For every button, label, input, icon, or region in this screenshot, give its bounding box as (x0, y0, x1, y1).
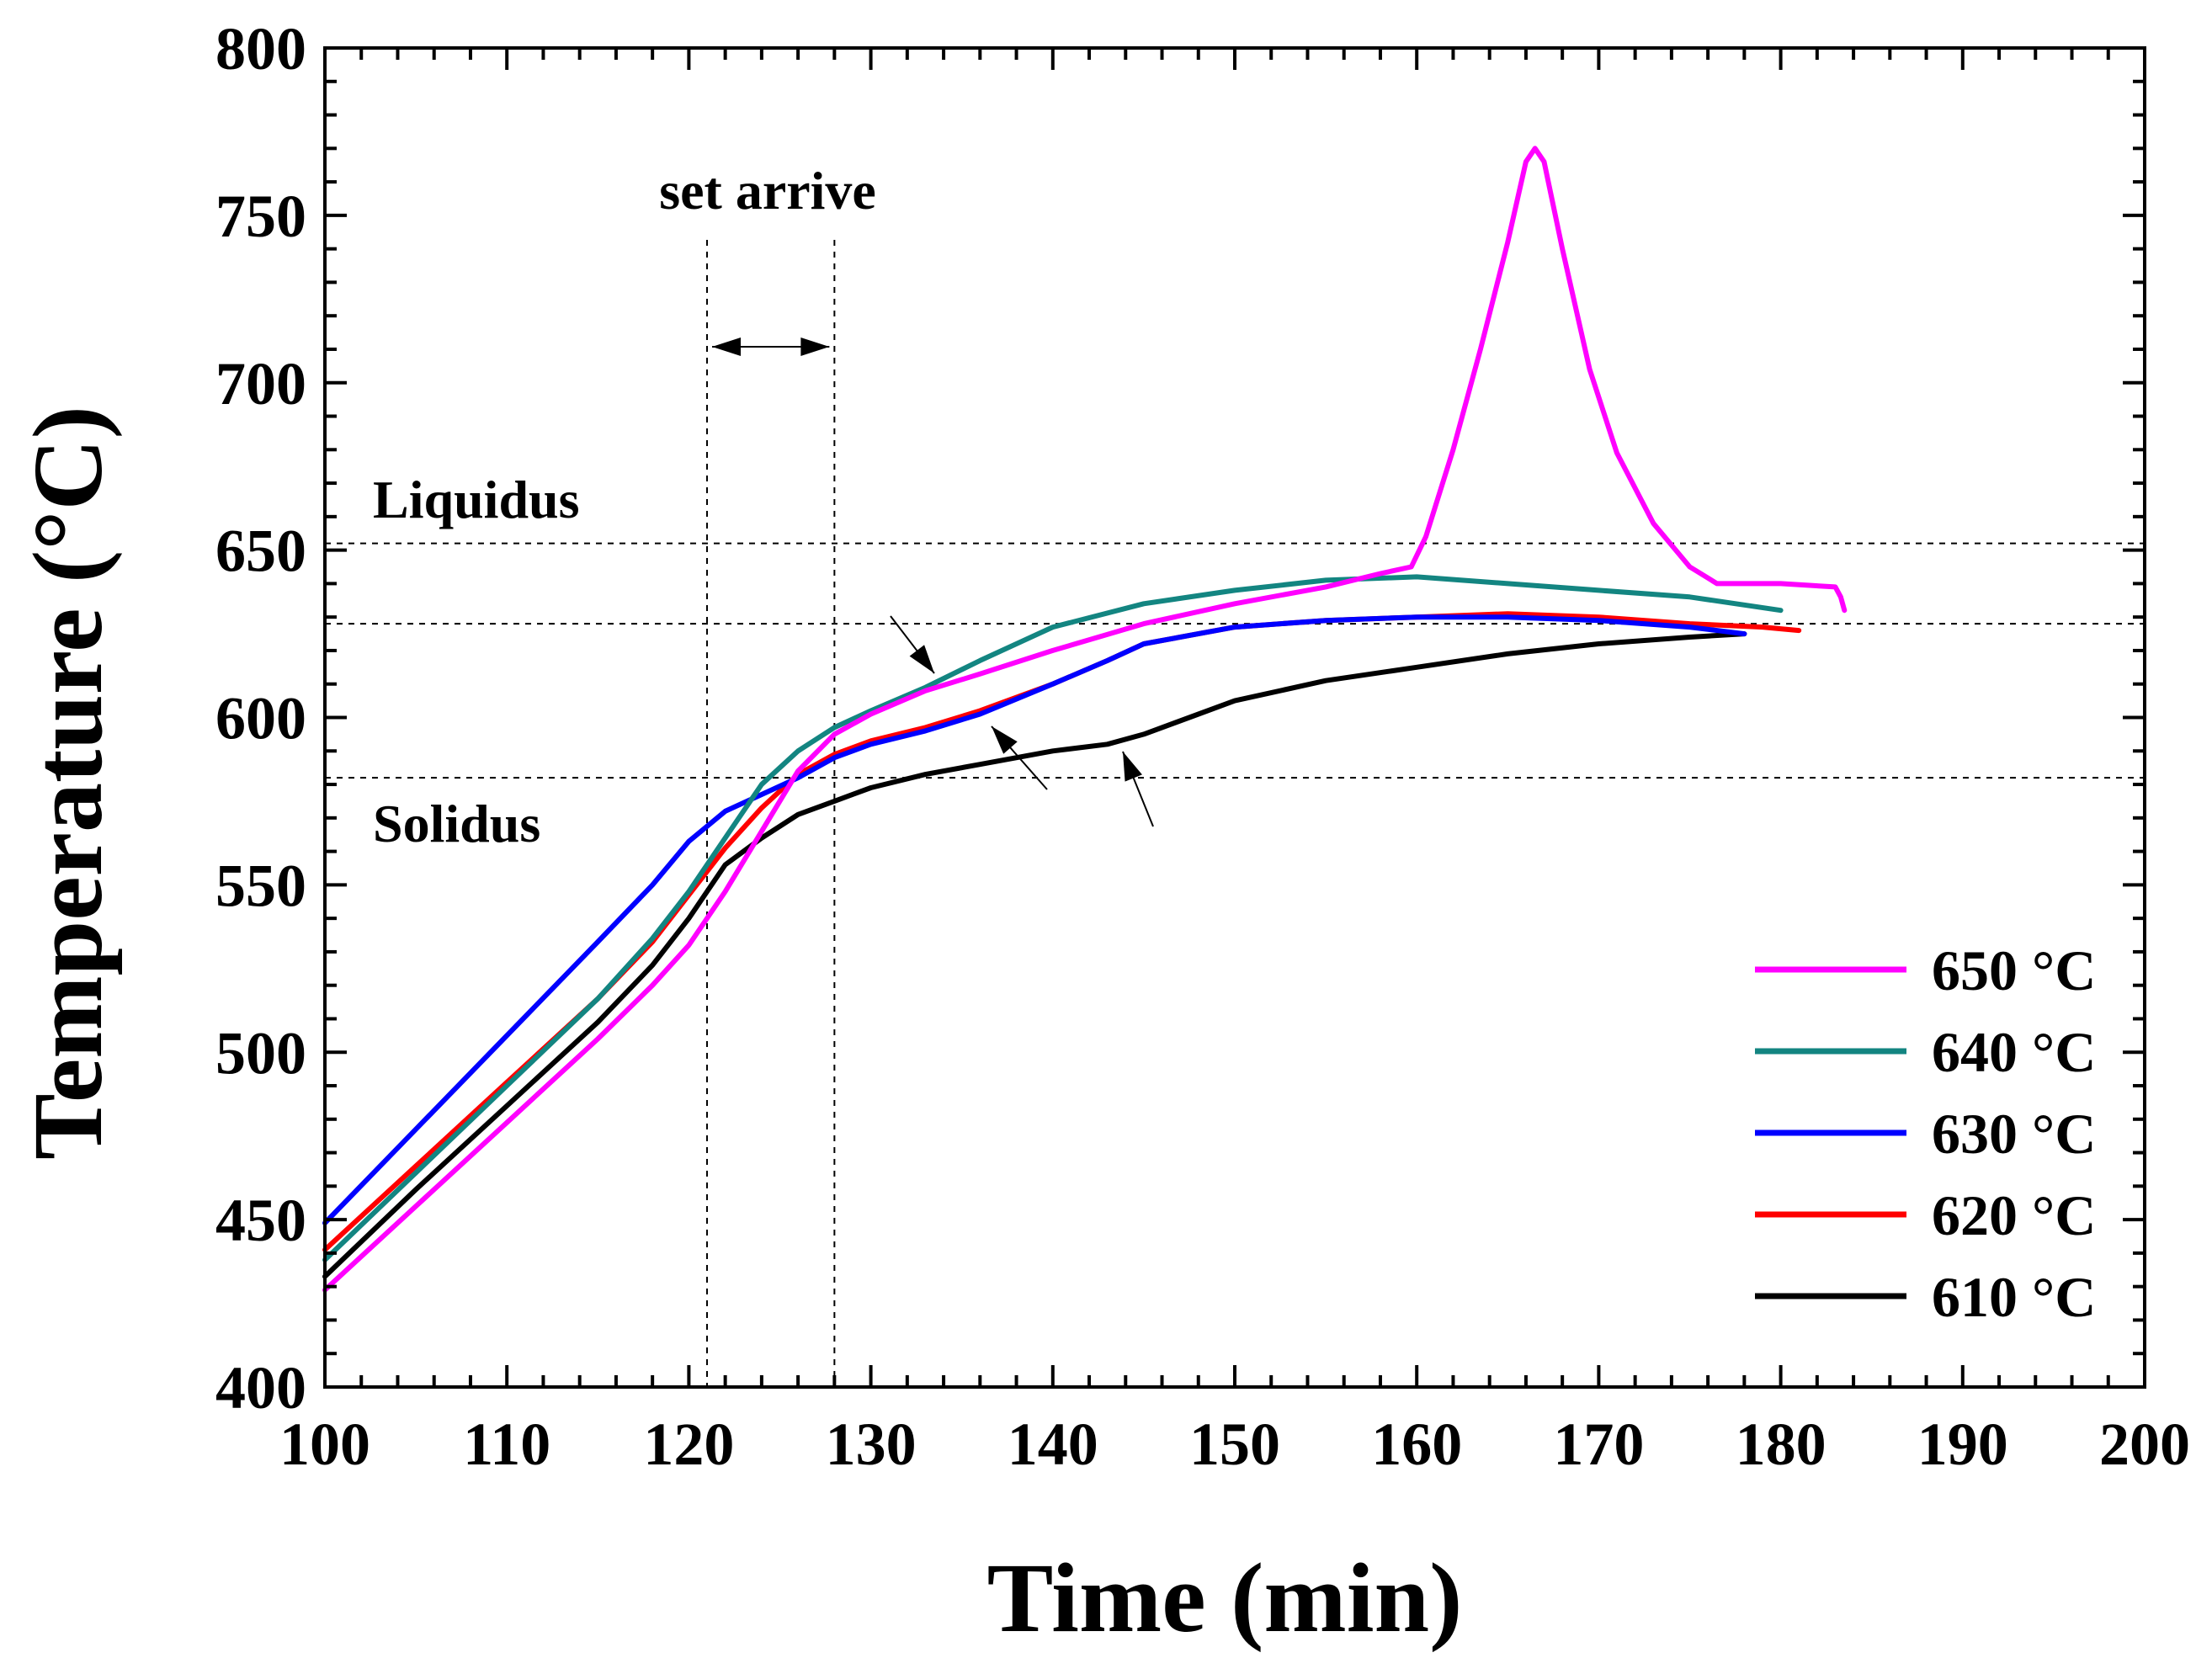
legend-label: 640 °C (1932, 1020, 2096, 1084)
y-axis-title: Temperature (°C) (13, 406, 123, 1160)
y-tick-label: 450 (215, 1187, 306, 1254)
x-tick-label: 110 (463, 1411, 550, 1478)
series-layer (322, 146, 1848, 1293)
x-axis-title: Time (min) (987, 1543, 1463, 1653)
y-tick-label: 650 (215, 518, 306, 585)
set-arrive-arrow-head (800, 337, 830, 356)
set-arrive-arrow-head2 (712, 337, 742, 356)
legend-label: 620 °C (1932, 1183, 2096, 1247)
y-tick-label: 400 (215, 1354, 306, 1422)
legend-label: 630 °C (1932, 1102, 2096, 1166)
x-tick-label: 170 (1553, 1411, 1644, 1478)
series-line-640 (322, 574, 1784, 1262)
legend: 650 °C 640 °C 630 °C 620 °C 610 °C (1755, 938, 2096, 1329)
x-tick-label: 140 (1008, 1411, 1098, 1478)
x-tick-label: 150 (1189, 1411, 1280, 1478)
y-tick-label: 600 (215, 685, 306, 752)
legend-item: 620 °C (1755, 1183, 2096, 1247)
x-tick-label: 180 (1736, 1411, 1826, 1478)
x-tick-label: 190 (1917, 1411, 2008, 1478)
arrow-630 (991, 725, 1048, 790)
x-tick-label: 160 (1371, 1411, 1462, 1478)
tick-labels: 100 110 120 130 140 150 160 170 180 190 200 400 450 5… (215, 15, 2190, 1478)
plot-frame (323, 46, 2146, 1389)
legend-item: 630 °C (1755, 1102, 2096, 1166)
y-tick-label: 550 (215, 852, 306, 919)
y-tick-label: 750 (215, 183, 306, 250)
arrow-610-head (1123, 752, 1142, 782)
set-arrive-label: set arrive (659, 161, 876, 221)
annotation-arrows (712, 337, 1154, 827)
arrow-640-head (909, 645, 934, 673)
set-arrive-arrow (712, 337, 830, 356)
arrow-610 (1122, 751, 1154, 827)
y-tick-label: 500 (215, 1019, 306, 1087)
y-tick-label: 800 (215, 15, 306, 82)
y-tick-label: 700 (215, 350, 306, 417)
liquidus-label: Liquidus (373, 470, 580, 529)
series-line-620 (322, 611, 1802, 1252)
x-tick-label: 130 (826, 1411, 917, 1478)
x-tick-label: 120 (643, 1411, 734, 1478)
legend-item: 640 °C (1755, 1020, 2096, 1084)
reference-lines (325, 240, 2145, 1387)
legend-label: 650 °C (1932, 938, 2096, 1002)
arrow-640 (890, 615, 935, 674)
series-line-610 (322, 631, 1747, 1279)
solidus-label: Solidus (373, 794, 540, 853)
axis-ticks (323, 46, 2146, 1389)
x-tick-label: 200 (2099, 1411, 2190, 1478)
legend-item: 650 °C (1755, 938, 2096, 1002)
series-line-630 (322, 614, 1747, 1226)
arrow-630-head (992, 726, 1018, 754)
x-tick-label: 100 (279, 1411, 370, 1478)
legend-label: 610 °C (1932, 1265, 2096, 1329)
series-line-650 (322, 146, 1848, 1293)
legend-item: 610 °C (1755, 1265, 2096, 1329)
